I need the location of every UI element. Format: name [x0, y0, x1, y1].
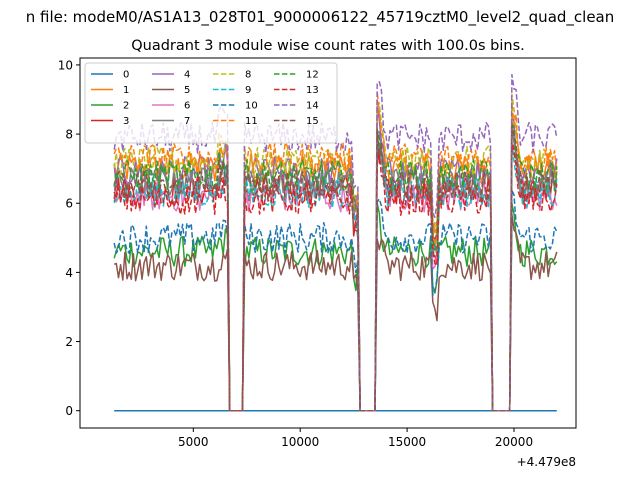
legend-label-3: 3 [123, 116, 129, 127]
legend-label-7: 7 [184, 116, 190, 127]
legend-label-1: 1 [123, 85, 129, 96]
series-line-12 [113, 123, 558, 412]
y-tick-label: 10 [58, 58, 73, 72]
legend-label-5: 5 [184, 85, 190, 96]
axes-frame [79, 57, 577, 429]
y-tick-label: 2 [65, 335, 73, 349]
x-axis: 5000 10000 15000 20000 [178, 428, 533, 449]
series-line-2 [113, 202, 558, 412]
legend-label-8: 8 [245, 70, 251, 81]
legend-label-2: 2 [123, 101, 129, 112]
legend-label-11: 11 [245, 116, 258, 127]
y-tick-label: 8 [65, 128, 73, 142]
legend-label-0: 0 [123, 70, 129, 81]
y-tick-label: 4 [65, 266, 73, 280]
y-tick-label: 0 [65, 404, 73, 418]
legend-label-9: 9 [245, 85, 251, 96]
x-tick-label: 15000 [388, 435, 426, 449]
y-axis: 0 2 4 6 8 10 [58, 58, 80, 418]
x-tick-label: 20000 [495, 435, 533, 449]
legend-label-12: 12 [306, 70, 319, 81]
legend-label-6: 6 [184, 101, 190, 112]
series-line-15 [113, 124, 558, 412]
series-line-10 [113, 189, 558, 412]
chart-title: Quadrant 3 module wise count rates with … [131, 38, 525, 54]
series-line-8 [113, 93, 557, 412]
legend-label-13: 13 [306, 85, 319, 96]
legend-box [84, 62, 338, 144]
x-tick-label: 10000 [281, 435, 319, 449]
figure-suptitle: n file: modeM0/AS1A13_028T01_9000006122_… [26, 8, 615, 27]
series-lines [113, 73, 558, 412]
x-tick-label: 5000 [178, 435, 209, 449]
legend-label-14: 14 [306, 101, 319, 112]
legend-label-4: 4 [184, 70, 190, 81]
y-tick-label: 6 [65, 197, 73, 211]
legend-label-10: 10 [245, 101, 258, 112]
series-line-5 [113, 213, 558, 412]
legend-label-15: 15 [306, 116, 319, 127]
x-offset-text: +4.479e8 [517, 455, 576, 469]
